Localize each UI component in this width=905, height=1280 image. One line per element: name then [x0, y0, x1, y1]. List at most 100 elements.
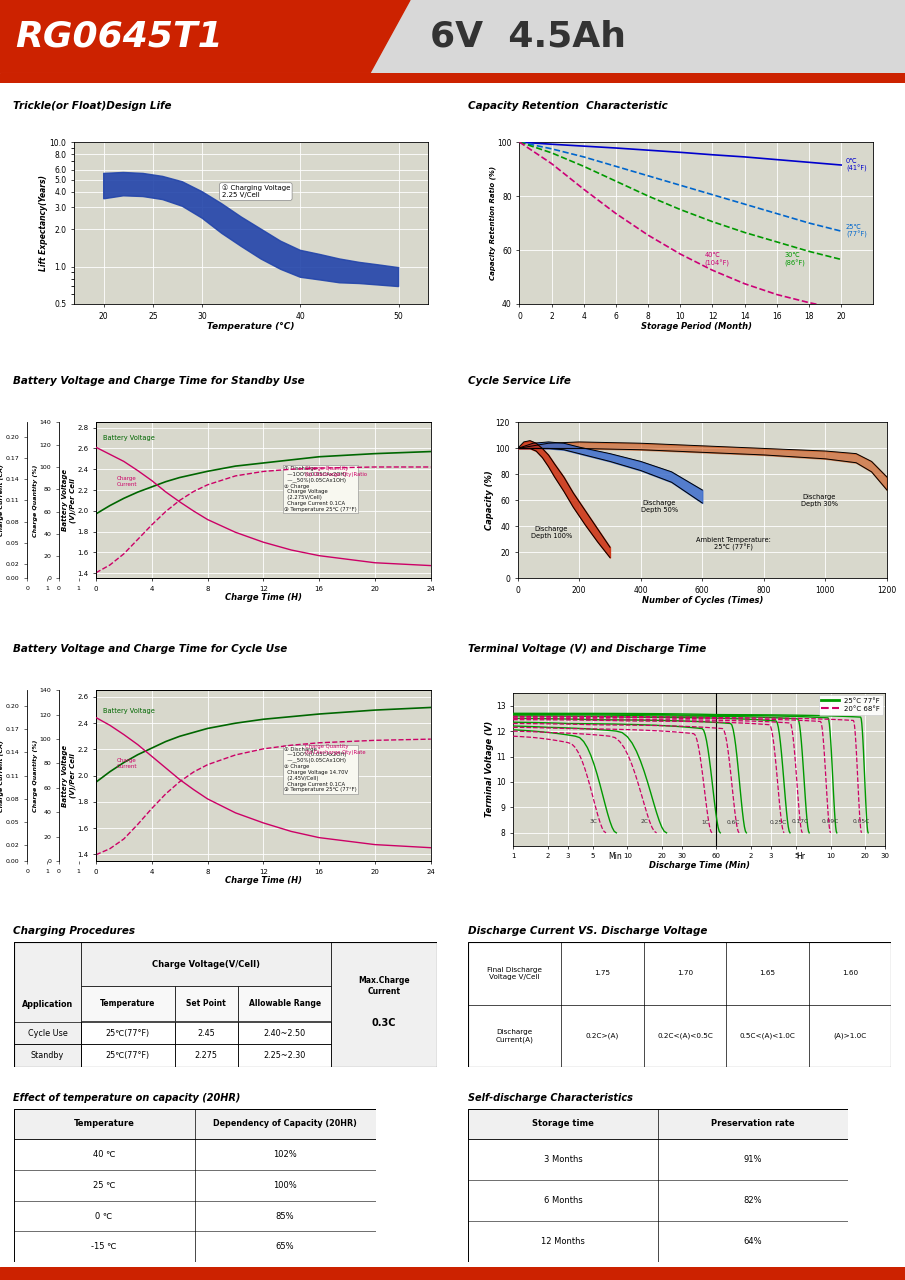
- Bar: [175, 1044, 238, 1068]
- Text: Storage time: Storage time: [532, 1120, 594, 1129]
- Text: 1.65: 1.65: [759, 970, 776, 977]
- Text: 65%: 65%: [276, 1242, 294, 1252]
- Bar: [14, 1044, 81, 1068]
- Bar: [14, 1108, 376, 1139]
- Text: 0.6C: 0.6C: [727, 820, 739, 824]
- Text: RG0645T1: RG0645T1: [15, 20, 223, 54]
- Text: Allowable Range: Allowable Range: [249, 1000, 320, 1009]
- Text: Application: Application: [22, 1000, 73, 1009]
- Text: ① Charging Voltage
2.25 V/Cell: ① Charging Voltage 2.25 V/Cell: [222, 184, 290, 198]
- Bar: [238, 1044, 331, 1068]
- Y-axis label: Terminal Voltage (V): Terminal Voltage (V): [485, 721, 494, 818]
- Text: Discharge
Depth 100%: Discharge Depth 100%: [531, 526, 572, 539]
- X-axis label: Discharge Time (Min): Discharge Time (Min): [649, 860, 749, 869]
- Text: -15 ℃: -15 ℃: [91, 1242, 117, 1252]
- Text: Charge
Current: Charge Current: [117, 758, 138, 769]
- Y-axis label: Battery Voltage
(V)/Per Cell: Battery Voltage (V)/Per Cell: [62, 745, 76, 806]
- Polygon shape: [0, 0, 410, 73]
- Text: 0.2C>(A): 0.2C>(A): [586, 1033, 619, 1039]
- X-axis label: Charge Time (H): Charge Time (H): [224, 876, 302, 884]
- X-axis label: Storage Period (Month): Storage Period (Month): [641, 323, 752, 332]
- Text: 6 Months: 6 Months: [544, 1197, 582, 1206]
- Text: Battery Voltage: Battery Voltage: [103, 435, 155, 442]
- Text: 0℃
(41°F): 0℃ (41°F): [846, 157, 867, 173]
- Text: Cycle Use: Cycle Use: [27, 1029, 67, 1038]
- Text: 1.60: 1.60: [842, 970, 858, 977]
- Text: 3C: 3C: [589, 819, 597, 823]
- Bar: [468, 1108, 848, 1139]
- Text: 0 ℃: 0 ℃: [95, 1212, 113, 1221]
- Text: Charge Voltage(V/Cell): Charge Voltage(V/Cell): [152, 960, 261, 969]
- Text: 102%: 102%: [273, 1151, 297, 1160]
- Y-axis label: Charge Quantity (%): Charge Quantity (%): [33, 465, 38, 536]
- Bar: [14, 1021, 81, 1044]
- Text: Final Discharge
Voltage V/Cell: Final Discharge Voltage V/Cell: [487, 966, 542, 980]
- Text: Battery Voltage and Charge Time for Cycle Use: Battery Voltage and Charge Time for Cycl…: [14, 644, 288, 654]
- Text: 100%: 100%: [273, 1181, 297, 1190]
- Text: Charge Quantity
(to Discharge Qty)Ratio: Charge Quantity (to Discharge Qty)Ratio: [305, 466, 367, 477]
- Text: 0.09C: 0.09C: [822, 819, 839, 824]
- Text: Preservation rate: Preservation rate: [711, 1120, 795, 1129]
- Text: Hr: Hr: [796, 852, 805, 861]
- Text: 2.25~2.30: 2.25~2.30: [263, 1051, 306, 1060]
- Text: 85%: 85%: [276, 1212, 294, 1221]
- Legend: 25°C 77°F, 20°C 68°F: 25°C 77°F, 20°C 68°F: [819, 695, 883, 714]
- Text: ① Discharge
  —1OO%(0.05CAx2OH)
  —⁔50%(0.05CAx1OH)
② Charge
  Charge Voltage
  : ① Discharge —1OO%(0.05CAx2OH) —⁔50%(0.05…: [284, 466, 357, 512]
- Y-axis label: Battery Voltage
(V)/Per Cell: Battery Voltage (V)/Per Cell: [62, 470, 76, 531]
- Text: Charge Quantity
(to Discharge Qty)Rate: Charge Quantity (to Discharge Qty)Rate: [305, 744, 366, 755]
- Text: 0.3C: 0.3C: [372, 1019, 396, 1028]
- Text: 1.70: 1.70: [677, 970, 693, 977]
- Text: 25 ℃: 25 ℃: [93, 1181, 115, 1190]
- Text: Charging Procedures: Charging Procedures: [14, 925, 136, 936]
- Text: 2.40~2.50: 2.40~2.50: [263, 1029, 306, 1038]
- Text: Discharge Current VS. Discharge Voltage: Discharge Current VS. Discharge Voltage: [468, 925, 707, 936]
- Bar: [238, 987, 331, 1021]
- Text: Discharge
Current(A): Discharge Current(A): [496, 1029, 533, 1042]
- Y-axis label: Lift Expectancy(Years): Lift Expectancy(Years): [39, 175, 48, 271]
- Text: 0.17C: 0.17C: [792, 819, 809, 824]
- Text: Min: Min: [608, 852, 622, 861]
- Text: 2C: 2C: [640, 819, 648, 823]
- Text: 0.05C: 0.05C: [853, 819, 871, 824]
- X-axis label: Temperature (°C): Temperature (°C): [207, 323, 295, 332]
- Text: Battery Voltage: Battery Voltage: [103, 708, 155, 714]
- Text: 64%: 64%: [744, 1236, 762, 1247]
- Text: 1.75: 1.75: [595, 970, 610, 977]
- Text: 3 Months: 3 Months: [544, 1156, 582, 1165]
- Text: ① Discharge
  —1OO%(0.05CAx2OH)
  —⁔50%(0.05CAx1OH)
② Charge
  Charge Voltage 14: ① Discharge —1OO%(0.05CAx2OH) —⁔50%(0.05…: [284, 746, 357, 792]
- Bar: [81, 987, 175, 1021]
- Text: 40 ℃: 40 ℃: [93, 1151, 115, 1160]
- Text: Set Point: Set Point: [186, 1000, 226, 1009]
- Text: 0.25C: 0.25C: [770, 820, 787, 824]
- Text: Dependency of Capacity (20HR): Dependency of Capacity (20HR): [214, 1120, 357, 1129]
- Text: 25℃(77°F): 25℃(77°F): [106, 1051, 150, 1060]
- Text: (A)>1.0C: (A)>1.0C: [834, 1033, 867, 1039]
- X-axis label: Number of Cycles (Times): Number of Cycles (Times): [642, 596, 763, 605]
- Text: 12 Months: 12 Months: [541, 1236, 585, 1247]
- Bar: [175, 987, 238, 1021]
- Y-axis label: Charge Current (CA): Charge Current (CA): [0, 740, 5, 812]
- Text: Self-discharge Characteristics: Self-discharge Characteristics: [468, 1093, 633, 1103]
- Text: 6V  4.5Ah: 6V 4.5Ah: [430, 20, 626, 54]
- Text: 25℃
(77°F): 25℃ (77°F): [846, 224, 867, 238]
- Text: 0.2C<(A)<0.5C: 0.2C<(A)<0.5C: [657, 1033, 713, 1039]
- Text: Max.Charge
Current: Max.Charge Current: [358, 977, 410, 996]
- Text: Cycle Service Life: Cycle Service Life: [468, 376, 570, 387]
- Bar: [238, 1021, 331, 1044]
- Text: Standby: Standby: [31, 1051, 64, 1060]
- Text: Discharge
Depth 30%: Discharge Depth 30%: [801, 494, 838, 507]
- Text: 2.45: 2.45: [197, 1029, 215, 1038]
- Y-axis label: Capacity (%): Capacity (%): [485, 471, 494, 530]
- Text: Capacity Retention  Characteristic: Capacity Retention Characteristic: [468, 101, 667, 111]
- Text: 25℃(77°F): 25℃(77°F): [106, 1029, 150, 1038]
- Text: 82%: 82%: [744, 1197, 762, 1206]
- Bar: [81, 1044, 175, 1068]
- Text: Terminal Voltage (V) and Discharge Time: Terminal Voltage (V) and Discharge Time: [468, 644, 706, 654]
- Text: Temperature: Temperature: [73, 1120, 135, 1129]
- X-axis label: Charge Time (H): Charge Time (H): [224, 594, 302, 603]
- Bar: [81, 1021, 175, 1044]
- Text: 91%: 91%: [744, 1156, 762, 1165]
- Bar: [331, 942, 437, 1068]
- Text: Effect of temperature on capacity (20HR): Effect of temperature on capacity (20HR): [14, 1093, 241, 1103]
- Text: 0.5C<(A)<1.0C: 0.5C<(A)<1.0C: [739, 1033, 795, 1039]
